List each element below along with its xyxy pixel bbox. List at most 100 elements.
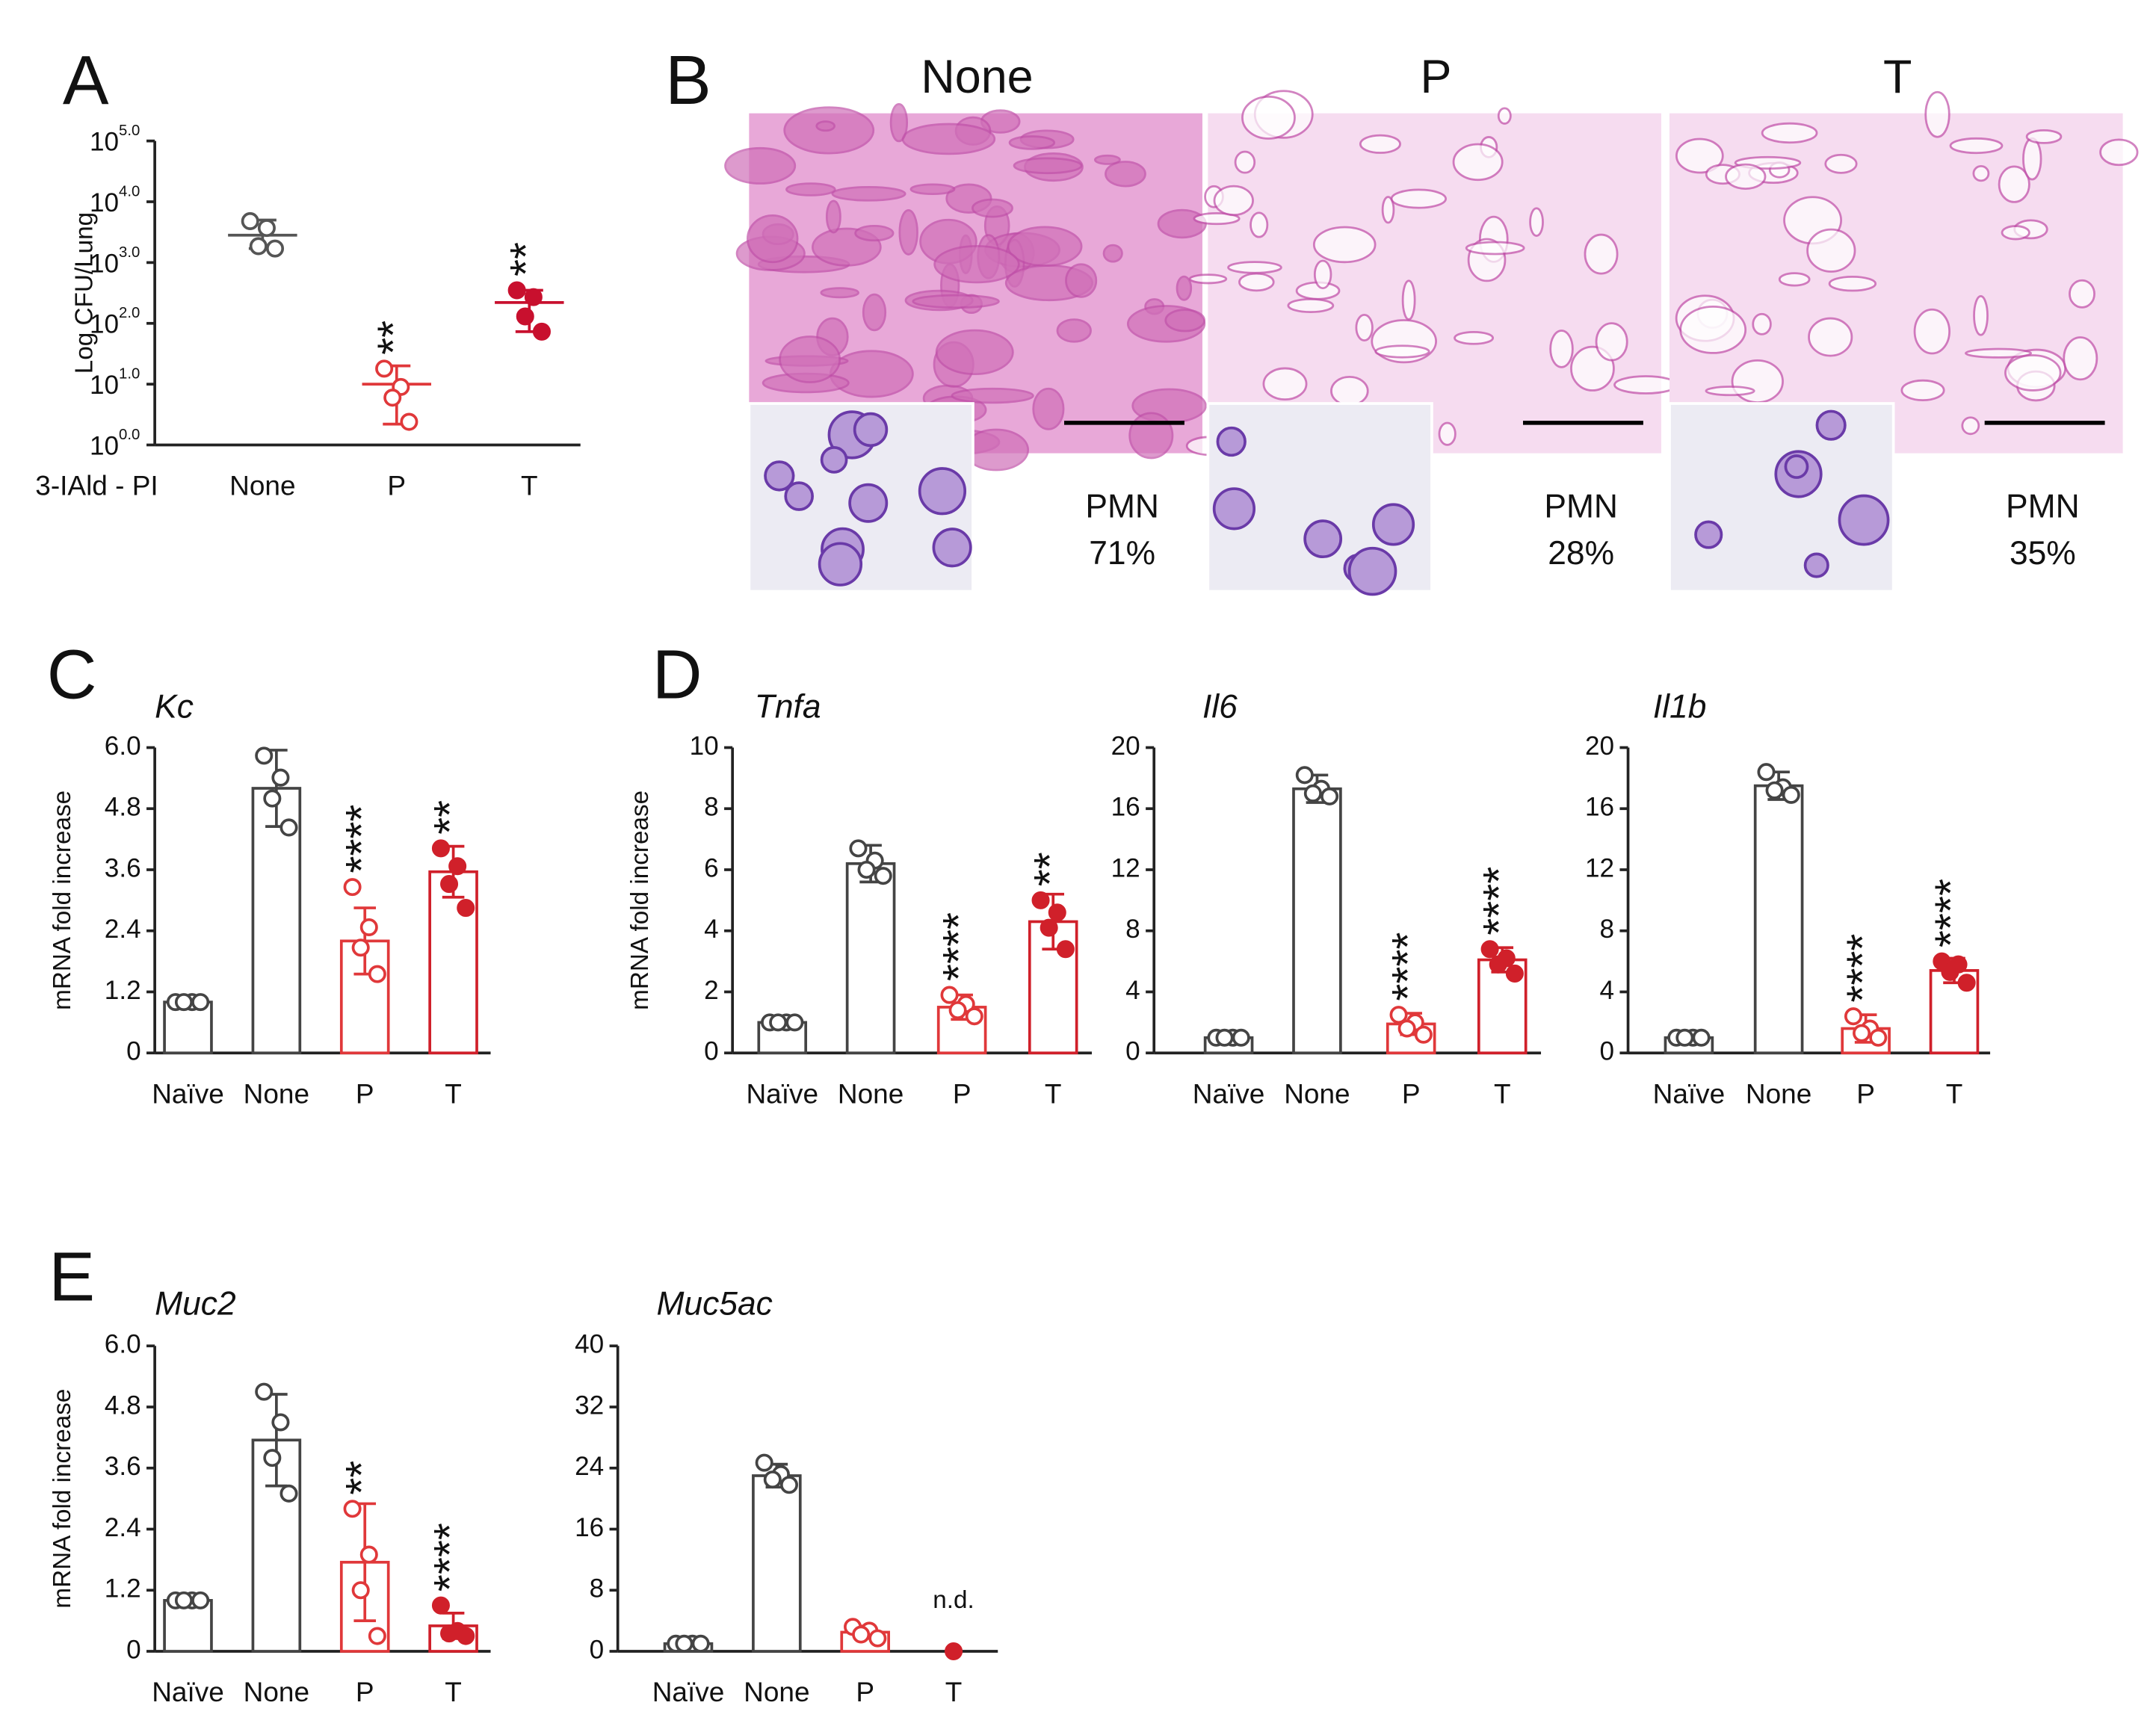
cell [932,528,972,568]
significance: **** [424,1523,475,1592]
y-tick-label: 8 [704,793,719,822]
bar [428,870,478,1055]
tissue-texture [1497,107,1512,125]
data-point [1295,766,1314,785]
data-point [1414,1025,1433,1044]
bar [752,1474,802,1653]
tissue-texture [1808,317,1853,357]
tissue-texture [2022,137,2042,181]
y-tick-label: 2.4 [105,1513,141,1542]
data-point [1844,1007,1863,1026]
y-tick-label: 6 [704,853,719,882]
x-tick-label: P [356,1078,374,1109]
y-tick-label: 3.6 [105,853,141,882]
tissue-texture [854,225,895,242]
y-tick-label: 16 [575,1513,604,1542]
tissue-texture [1924,90,1950,138]
tissue-texture [1973,295,1989,336]
significance: ** [501,242,551,276]
data-point [359,918,378,936]
data-point [675,1634,694,1653]
data-point [1303,784,1322,802]
bar [1753,784,1804,1055]
data-point [769,1013,788,1032]
chart-title: Il6 [1202,688,1238,725]
significance: ** [1025,852,1075,886]
x-tick-label: None [229,471,295,501]
y-tick-label: 3.6 [105,1452,141,1481]
cell [820,446,848,474]
x-tick-label: T [945,1677,963,1707]
data-point [852,1625,871,1644]
tissue-texture [1828,275,1877,292]
y-tick-label: 2 [704,976,719,1005]
tissue-texture [1105,161,1146,188]
x-tick-label: P [1402,1078,1421,1109]
x-tick-label: T [445,1677,462,1707]
data-point [249,237,268,256]
tissue-texture [1008,135,1056,150]
tissue-texture [1128,412,1174,460]
cell [1694,520,1723,549]
data-point [1232,1028,1250,1047]
cell [918,467,967,516]
y-tick-label: 4.8 [105,1391,141,1420]
cell [1212,487,1256,531]
y-tick-label: 1.2 [105,976,141,1005]
tissue-texture [1731,359,1784,403]
tissue-texture [1176,275,1193,301]
tissue-texture [1238,272,1275,292]
y-tick-label: 8 [590,1574,605,1603]
data-point [457,1627,475,1645]
tissue-texture [951,387,1034,404]
y-tick-exponent: 2.0 [119,305,140,321]
chart-title: Muc5ac [656,1285,772,1322]
data-point [779,1476,799,1494]
tissue-texture [785,182,836,197]
y-axis-label: mRNA fold increase [49,1389,76,1609]
tissue-texture [1705,386,1755,397]
data-point [1675,1028,1694,1047]
data-point [1389,1006,1408,1024]
data-point [1869,1028,1888,1047]
y-tick-label: 8 [1600,915,1615,944]
y-tick-label: 40 [575,1330,604,1359]
data-point [1031,891,1050,909]
tissue-texture [1965,347,2033,359]
data-point [691,1634,710,1653]
tissue-texture [815,120,835,132]
cell [784,481,814,511]
y-tick-label: 16 [1111,793,1140,822]
tissue-texture [1454,330,1495,345]
data-point [383,389,402,407]
y-tick-label: 10 [90,310,119,339]
x-tick-label: P [387,471,406,501]
panel-label: D [652,635,702,713]
tissue-texture [1355,313,1374,341]
data-point [1853,1024,1871,1042]
x-tick-label: None [1746,1078,1811,1109]
tissue-texture [1213,185,1254,217]
tissue-texture [1102,244,1123,263]
y-tick-label: 2.4 [105,915,141,944]
bar [163,1599,213,1653]
y-tick-label: 6.0 [105,732,141,761]
data-point [351,1581,370,1600]
tissue-texture [2004,354,2062,392]
y-tick-label: 12 [1585,853,1614,882]
data-point [431,1596,450,1615]
tissue-texture [1065,263,1098,298]
tissue-texture [1032,387,1065,430]
data-point [507,281,526,300]
cell-type: PMN [1544,488,1618,525]
tissue-texture [901,123,996,155]
x-tick-label: None [244,1078,309,1109]
data-point [1692,1028,1711,1047]
tissue-texture [1913,308,1950,355]
x-tick-label: Naïve [746,1078,818,1109]
significance: ** [424,800,475,835]
chart-title: Tnfa [755,688,821,725]
tissue-texture [1949,137,2004,155]
cell [764,460,795,492]
tissue-texture [912,294,1000,309]
